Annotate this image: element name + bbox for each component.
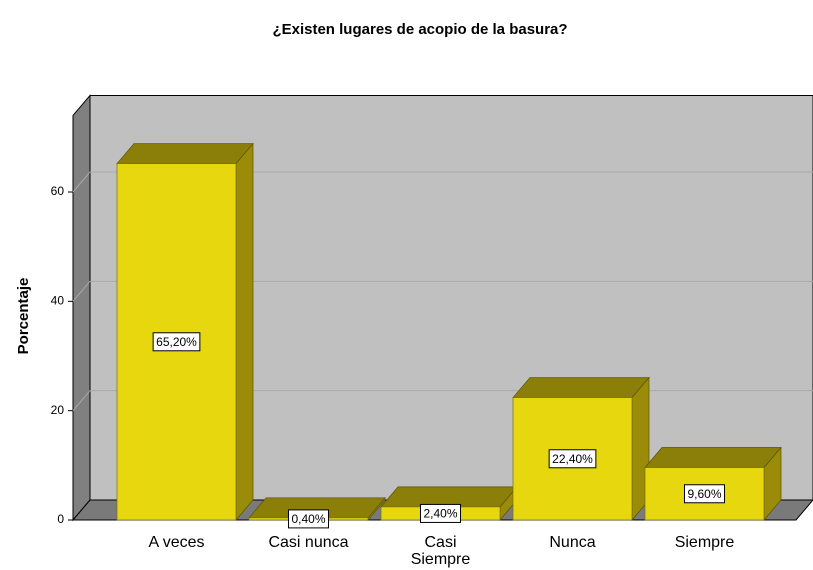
x-tick-label: Nunca (549, 534, 596, 551)
value-label-box (548, 449, 597, 469)
grid-line (72, 390, 91, 411)
x-tick-label: Casi Siempre (410, 534, 471, 568)
value-label: 9,60% (687, 487, 721, 501)
x-tick-label: A veces (148, 534, 205, 551)
x-tick-label: Casi nunca (268, 534, 349, 551)
chart-title: ¿Existen lugares de acopio de la basura? (272, 21, 567, 38)
bar-top (116, 143, 254, 164)
bar-top (380, 486, 518, 508)
value-label: 65,20% (156, 335, 197, 349)
y-axis-label: Porcentaje (15, 278, 32, 355)
value-label-box (152, 332, 201, 352)
y-tick-label: 20 (51, 403, 65, 417)
left-wall (72, 94, 91, 522)
y-tick-label: 60 (51, 184, 65, 198)
y-tick-label: 0 (57, 512, 64, 526)
value-label: 0,40% (291, 512, 325, 526)
grid-line (72, 281, 91, 302)
bar-top (512, 377, 650, 398)
value-label-box (287, 509, 330, 529)
bar-side (235, 142, 254, 521)
value-label: 2,40% (423, 507, 457, 521)
x-tick-label: Siempre (674, 534, 735, 551)
y-tick-label: 40 (51, 294, 65, 308)
value-label: 22,40% (552, 452, 593, 466)
value-label-box (419, 503, 462, 523)
grid-line (72, 171, 91, 193)
value-label-box (683, 484, 726, 504)
bar-top (644, 447, 782, 468)
